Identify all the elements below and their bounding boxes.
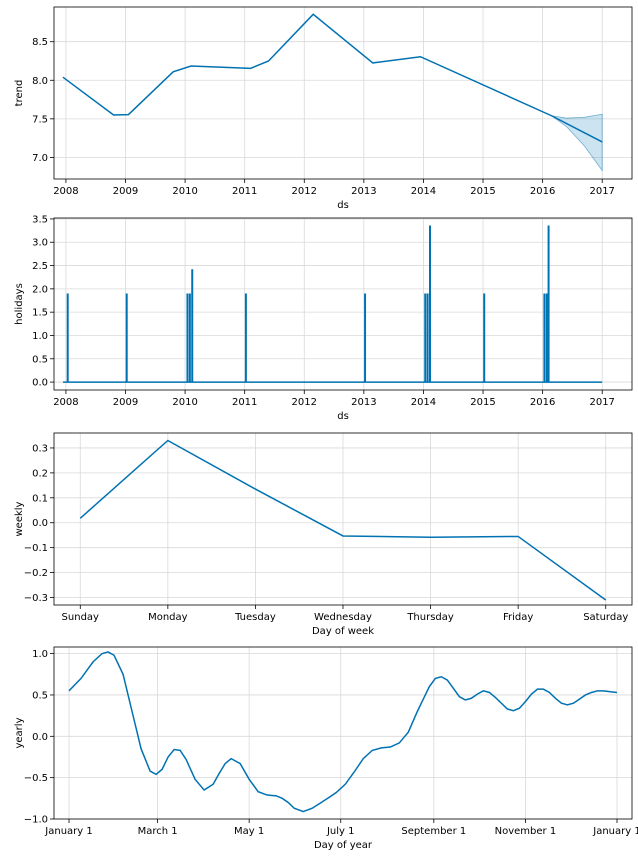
holidays-xtick-label-4: 2012: [292, 397, 317, 408]
holidays-xtick-label-9: 2017: [589, 397, 614, 408]
yearly-xtick-label-6: January 1: [592, 826, 638, 837]
yearly-ytick-label-0: −1.0: [24, 815, 48, 826]
weekly-xtick-label-2: Tuesday: [234, 612, 276, 623]
weekly-xtick-label-6: Saturday: [583, 612, 628, 623]
yearly-ylabel: yearly: [14, 717, 25, 748]
yearly-ytick-label-4: 1.0: [32, 649, 48, 660]
weekly-panel: Sunday Monday Tuesday Wednesday Thursday Frid…: [14, 432, 633, 637]
holidays-axes-frame: [53, 217, 633, 391]
trend-ytick-label-3: 8.5: [32, 37, 48, 48]
holidays-xtick-label-1: 2009: [113, 397, 138, 408]
trend-xtick-label-1: 2009: [113, 186, 138, 197]
trend-ytick-label-1: 7.5: [32, 114, 48, 125]
holidays-xlabel: ds: [337, 411, 349, 422]
holidays-ytick-label-0: 0.0: [32, 378, 48, 389]
trend-xtick-label-3: 2011: [232, 186, 257, 197]
trend-xtick-label-2: 2010: [172, 186, 197, 197]
holidays-xtick-label-2: 2010: [172, 397, 197, 408]
trend-grid: [54, 7, 632, 179]
holidays-ylabel: holidays: [14, 283, 25, 325]
trend-xlabel: ds: [337, 200, 349, 211]
yearly-panel: January 1 March 1 May 1 July 1 September 1 No…: [14, 646, 638, 851]
trend-xtick-label-7: 2015: [470, 186, 495, 197]
weekly-ytick-label-1: −0.2: [24, 568, 48, 579]
yearly-ytick-label-2: 0.0: [32, 732, 48, 743]
holidays-xtick-label-3: 2011: [232, 397, 257, 408]
holidays-ytick-label-3: 1.5: [32, 308, 48, 319]
trend-xtick-label-5: 2013: [351, 186, 376, 197]
trend-xtick-label-0: 2008: [53, 186, 78, 197]
weekly-xtick-label-3: Wednesday: [314, 612, 372, 623]
yearly-axes-frame: [53, 646, 633, 820]
holidays-xtick-label-8: 2016: [530, 397, 555, 408]
weekly-ytick-label-6: 0.3: [32, 443, 48, 454]
holidays-xtick-label-5: 2013: [351, 397, 376, 408]
holidays-panel: 2008 2009 2010 2011 2012 2013 2014 2015 2016 2017…: [14, 214, 633, 422]
trend-ytick-label-2: 8.0: [32, 76, 48, 87]
trend-xtick-label-9: 2017: [589, 186, 614, 197]
yearly-xtick-label-2: May 1: [234, 826, 264, 837]
yearly-grid: [54, 647, 632, 820]
trend-line-0: [62, 13, 603, 143]
weekly-line-0: [79, 439, 607, 601]
holidays-ytick-label-5: 2.5: [32, 261, 48, 272]
trend-axes-frame: [53, 6, 633, 180]
weekly-xtick-label-1: Monday: [148, 612, 188, 623]
holidays-ytick-label-7: 3.5: [32, 214, 48, 225]
trend-ylabel: trend: [14, 80, 25, 107]
weekly-xtick-label-0: Sunday: [62, 612, 99, 623]
weekly-xlabel: Day of week: [312, 626, 374, 637]
yearly-line-0: [68, 651, 618, 813]
weekly-xtick-label-5: Friday: [503, 612, 533, 623]
holidays-ytick-label-2: 1.0: [32, 331, 48, 342]
yearly-xtick-label-5: November 1: [495, 826, 557, 837]
weekly-ytick-label-3: 0.0: [32, 518, 48, 529]
weekly-ytick-label-5: 0.2: [32, 468, 48, 479]
holidays-xtick-label-7: 2015: [470, 397, 495, 408]
trend-xtick-label-6: 2014: [411, 186, 436, 197]
trend-ytick-label-0: 7.0: [32, 153, 48, 164]
weekly-xtick-label-4: Thursday: [406, 612, 454, 623]
holidays-ytick-label-1: 0.5: [32, 354, 48, 365]
weekly-grid: [54, 433, 632, 605]
weekly-ytick-label-2: −0.1: [24, 543, 48, 554]
weekly-ytick-label-4: 0.1: [32, 493, 48, 504]
trend-panel: 2008 2009 2010 2011 2012 2013 2014 2015 2016 2017…: [14, 6, 633, 211]
trend-uncertainty-band: [551, 113, 603, 172]
holidays-xtick-label-6: 2014: [411, 397, 436, 408]
yearly-xtick-label-3: July 1: [326, 826, 355, 837]
trend-xtick-label-8: 2016: [530, 186, 555, 197]
weekly-ylabel: weekly: [14, 501, 25, 536]
yearly-xtick-label-0: January 1: [44, 826, 92, 837]
holidays-xtick-label-0: 2008: [53, 397, 78, 408]
yearly-ytick-label-3: 0.5: [32, 690, 48, 701]
weekly-ytick-label-0: −0.3: [24, 593, 48, 604]
holidays-ytick-label-6: 3.0: [32, 238, 48, 249]
trend-xtick-label-4: 2012: [292, 186, 317, 197]
yearly-xtick-label-1: March 1: [138, 826, 178, 837]
yearly-xtick-label-4: September 1: [401, 826, 466, 837]
yearly-ytick-label-1: −0.5: [24, 773, 48, 784]
yearly-xlabel: Day of year: [314, 840, 373, 851]
holidays-ytick-label-4: 2.0: [32, 284, 48, 295]
